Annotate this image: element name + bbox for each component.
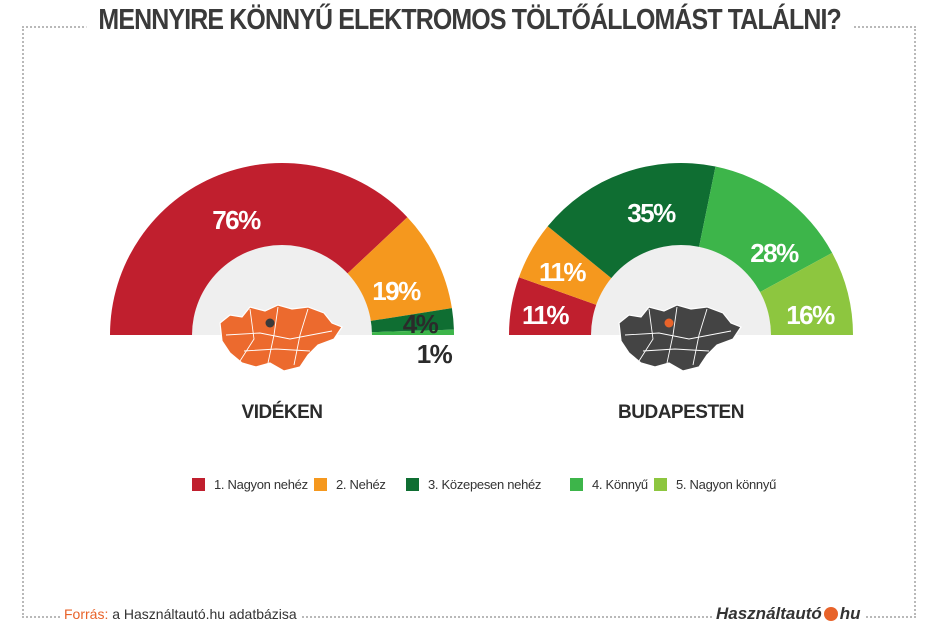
legend-swatch bbox=[192, 477, 205, 491]
gauge-0-inner-disc bbox=[192, 245, 372, 335]
chart-title-wrap: MENNYIRE KÖNNYŰ ELEKTROMOS TÖLTŐÁLLOMÁST… bbox=[0, 4, 940, 37]
gauge-0-hungary-map-icon bbox=[219, 304, 343, 372]
gauge-1-map-border-2 bbox=[692, 308, 708, 366]
legend-swatch bbox=[314, 477, 327, 491]
legend: 1. Nagyon nehéz 2. Nehéz 3. Közepesen nehé… bbox=[192, 474, 832, 494]
gauge-0-map-border-0 bbox=[239, 308, 255, 362]
gauge-0-map-border-1 bbox=[267, 306, 279, 364]
gauge-0-value-label-2: 4% bbox=[403, 309, 439, 339]
chart-title: MENNYIRE KÖNNYŰ ELEKTROMOS TÖLTŐÁLLOMÁST… bbox=[86, 4, 854, 37]
legend-label: 3. Közepesen nehéz bbox=[428, 476, 542, 492]
brand-logo: Használtautó hu bbox=[712, 604, 865, 624]
gauge-1-map-border-0 bbox=[638, 308, 654, 362]
legend-label: 1. Nagyon nehéz bbox=[214, 476, 308, 492]
gauge-0-map-border-3 bbox=[225, 330, 333, 340]
gauge-0-map-border-2 bbox=[293, 308, 309, 366]
legend-item: 4. Könnyű bbox=[570, 474, 648, 494]
gauge-0-map-border-4 bbox=[243, 348, 311, 352]
source-label: Forrás: bbox=[64, 606, 109, 622]
gauge-1-hungary-map-icon bbox=[618, 304, 742, 372]
source-text: a Használtautó.hu adatbázisa bbox=[112, 606, 297, 622]
gauge-1-value-label-2: 35% bbox=[627, 198, 676, 228]
gauge-1-value-label-3: 28% bbox=[750, 238, 799, 268]
legend-label: 2. Nehéz bbox=[336, 476, 386, 492]
logo-text-left: Használtautó bbox=[716, 604, 822, 623]
legend-item: 2. Nehéz bbox=[314, 474, 386, 494]
gauge-0-value-label-0: 76% bbox=[212, 205, 261, 235]
gauge-1-map-border-4 bbox=[642, 348, 710, 352]
source-note: Forrás: a Használtautó.hu adatbázisa bbox=[60, 606, 301, 622]
legend-item: 1. Nagyon nehéz bbox=[192, 474, 308, 494]
gauge-0-budapest-marker bbox=[265, 318, 275, 328]
gauge-1-inner-disc bbox=[591, 245, 771, 335]
gauge-0-value-label-1: 19% bbox=[372, 276, 421, 306]
gauge-0-value-label-3: 1% bbox=[417, 339, 453, 369]
gauge-1-group-label: BUDAPESTEN bbox=[618, 402, 744, 423]
legend-label: 5. Nagyon könnyű bbox=[676, 476, 776, 492]
gauge-1-value-label-1: 11% bbox=[539, 257, 586, 287]
logo-dot-icon bbox=[823, 607, 838, 621]
logo-text-right: hu bbox=[839, 604, 861, 623]
legend-label: 4. Könnyű bbox=[592, 476, 648, 492]
gauge-1-map-border-1 bbox=[666, 306, 678, 364]
legend-item: 5. Nagyon könnyű bbox=[654, 474, 776, 494]
gauge-1-value-label-0: 11% bbox=[522, 300, 569, 330]
gauge-0-group-label: VIDÉKEN bbox=[242, 401, 323, 423]
legend-swatch bbox=[570, 477, 583, 491]
gauge-1-budapest-marker bbox=[664, 318, 674, 328]
gauge-1-map-border-3 bbox=[624, 330, 732, 340]
legend-item: 3. Közepesen nehéz bbox=[406, 474, 541, 494]
legend-swatch bbox=[654, 477, 667, 491]
gauge-1-value-label-4: 16% bbox=[786, 300, 835, 330]
legend-swatch bbox=[406, 477, 419, 491]
